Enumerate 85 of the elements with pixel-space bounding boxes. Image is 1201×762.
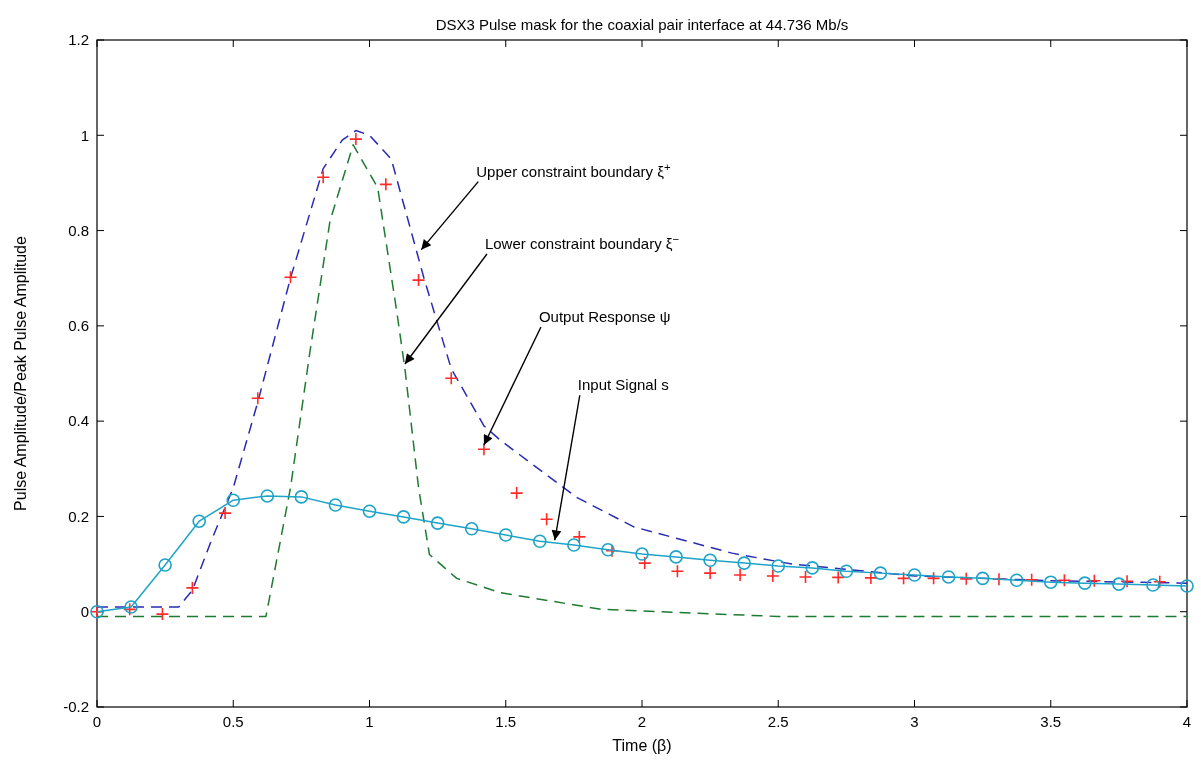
point	[294, 490, 309, 504]
x-tick-label: 2.5	[767, 713, 789, 730]
x-tick-label: 0.5	[222, 713, 244, 730]
annotation: Lower constraint boundary ξ$^{−}$	[484, 232, 680, 252]
annotation: Output Response ψ	[538, 307, 671, 325]
point	[1057, 573, 1072, 588]
point	[1120, 574, 1134, 589]
point	[926, 571, 941, 586]
point	[396, 510, 411, 524]
point	[737, 556, 751, 570]
point	[430, 516, 445, 530]
point	[703, 566, 717, 580]
point	[567, 538, 581, 552]
point	[192, 514, 206, 528]
point	[975, 571, 990, 586]
point	[601, 542, 615, 557]
x-tick-label: 0	[92, 713, 102, 730]
point	[533, 534, 547, 548]
y-tick-label: 1	[80, 126, 89, 144]
y-tick-label: 1.2	[68, 31, 89, 49]
point	[316, 170, 330, 185]
point	[260, 489, 275, 503]
point	[185, 581, 200, 595]
point	[250, 391, 265, 406]
point	[498, 528, 513, 542]
x-tick-label: 1	[365, 713, 374, 730]
y-axis-title: Pulse Amplitude/Peak Pulse Amplitude	[12, 235, 29, 511]
point	[379, 177, 393, 192]
point	[539, 512, 554, 527]
y-tick-label: 0	[80, 602, 89, 620]
point	[703, 553, 717, 568]
point	[959, 572, 974, 586]
point	[1009, 573, 1024, 588]
point	[1078, 576, 1092, 590]
y-tick-label: 0.4	[68, 412, 89, 430]
point	[896, 571, 911, 586]
y-tick-label: -0.2	[63, 698, 89, 716]
point	[839, 564, 854, 579]
point	[873, 566, 888, 580]
point	[670, 564, 685, 579]
point	[464, 522, 479, 536]
point	[477, 442, 491, 457]
point	[907, 568, 922, 582]
point	[669, 550, 683, 564]
point	[941, 570, 956, 584]
point	[362, 504, 377, 518]
x-axis-title: Time (β)	[612, 737, 672, 754]
point	[831, 570, 845, 585]
annotation: Upper constraint boundary ξ$^{+}$	[476, 160, 671, 180]
point	[328, 498, 343, 512]
y-tick-label: 0.8	[68, 221, 89, 239]
point	[1146, 578, 1160, 592]
point	[1043, 575, 1058, 589]
point	[218, 506, 232, 520]
point	[1087, 573, 1102, 588]
point	[509, 486, 524, 500]
point	[411, 273, 426, 287]
point	[444, 371, 459, 386]
point	[798, 570, 813, 584]
point	[572, 530, 587, 544]
point	[1152, 574, 1167, 589]
point	[155, 607, 170, 621]
point	[158, 558, 172, 572]
x-tick-label: 3.5	[1040, 713, 1062, 730]
point	[226, 493, 241, 508]
point	[349, 132, 363, 146]
point	[864, 571, 878, 585]
annotation: Input Signal s	[577, 376, 669, 394]
x-tick-label: 4	[1182, 713, 1192, 730]
y-tick-label: 0.6	[68, 317, 89, 335]
point	[805, 561, 820, 575]
point	[1112, 577, 1126, 591]
point	[283, 270, 298, 285]
point	[635, 547, 649, 561]
x-tick-label: 2	[637, 713, 647, 730]
point	[771, 559, 786, 573]
chart-title: DSX3 Pulse mask for the coaxial pair interface at 44.736 Mb/s	[435, 16, 849, 33]
x-tick-label: 1.5	[495, 713, 517, 730]
x-tick-label: 3	[910, 713, 919, 730]
y-tick-label: 0.2	[68, 507, 89, 525]
point	[1180, 579, 1194, 593]
point	[1024, 572, 1039, 587]
point	[733, 568, 747, 582]
point	[766, 569, 780, 583]
point	[637, 556, 652, 570]
